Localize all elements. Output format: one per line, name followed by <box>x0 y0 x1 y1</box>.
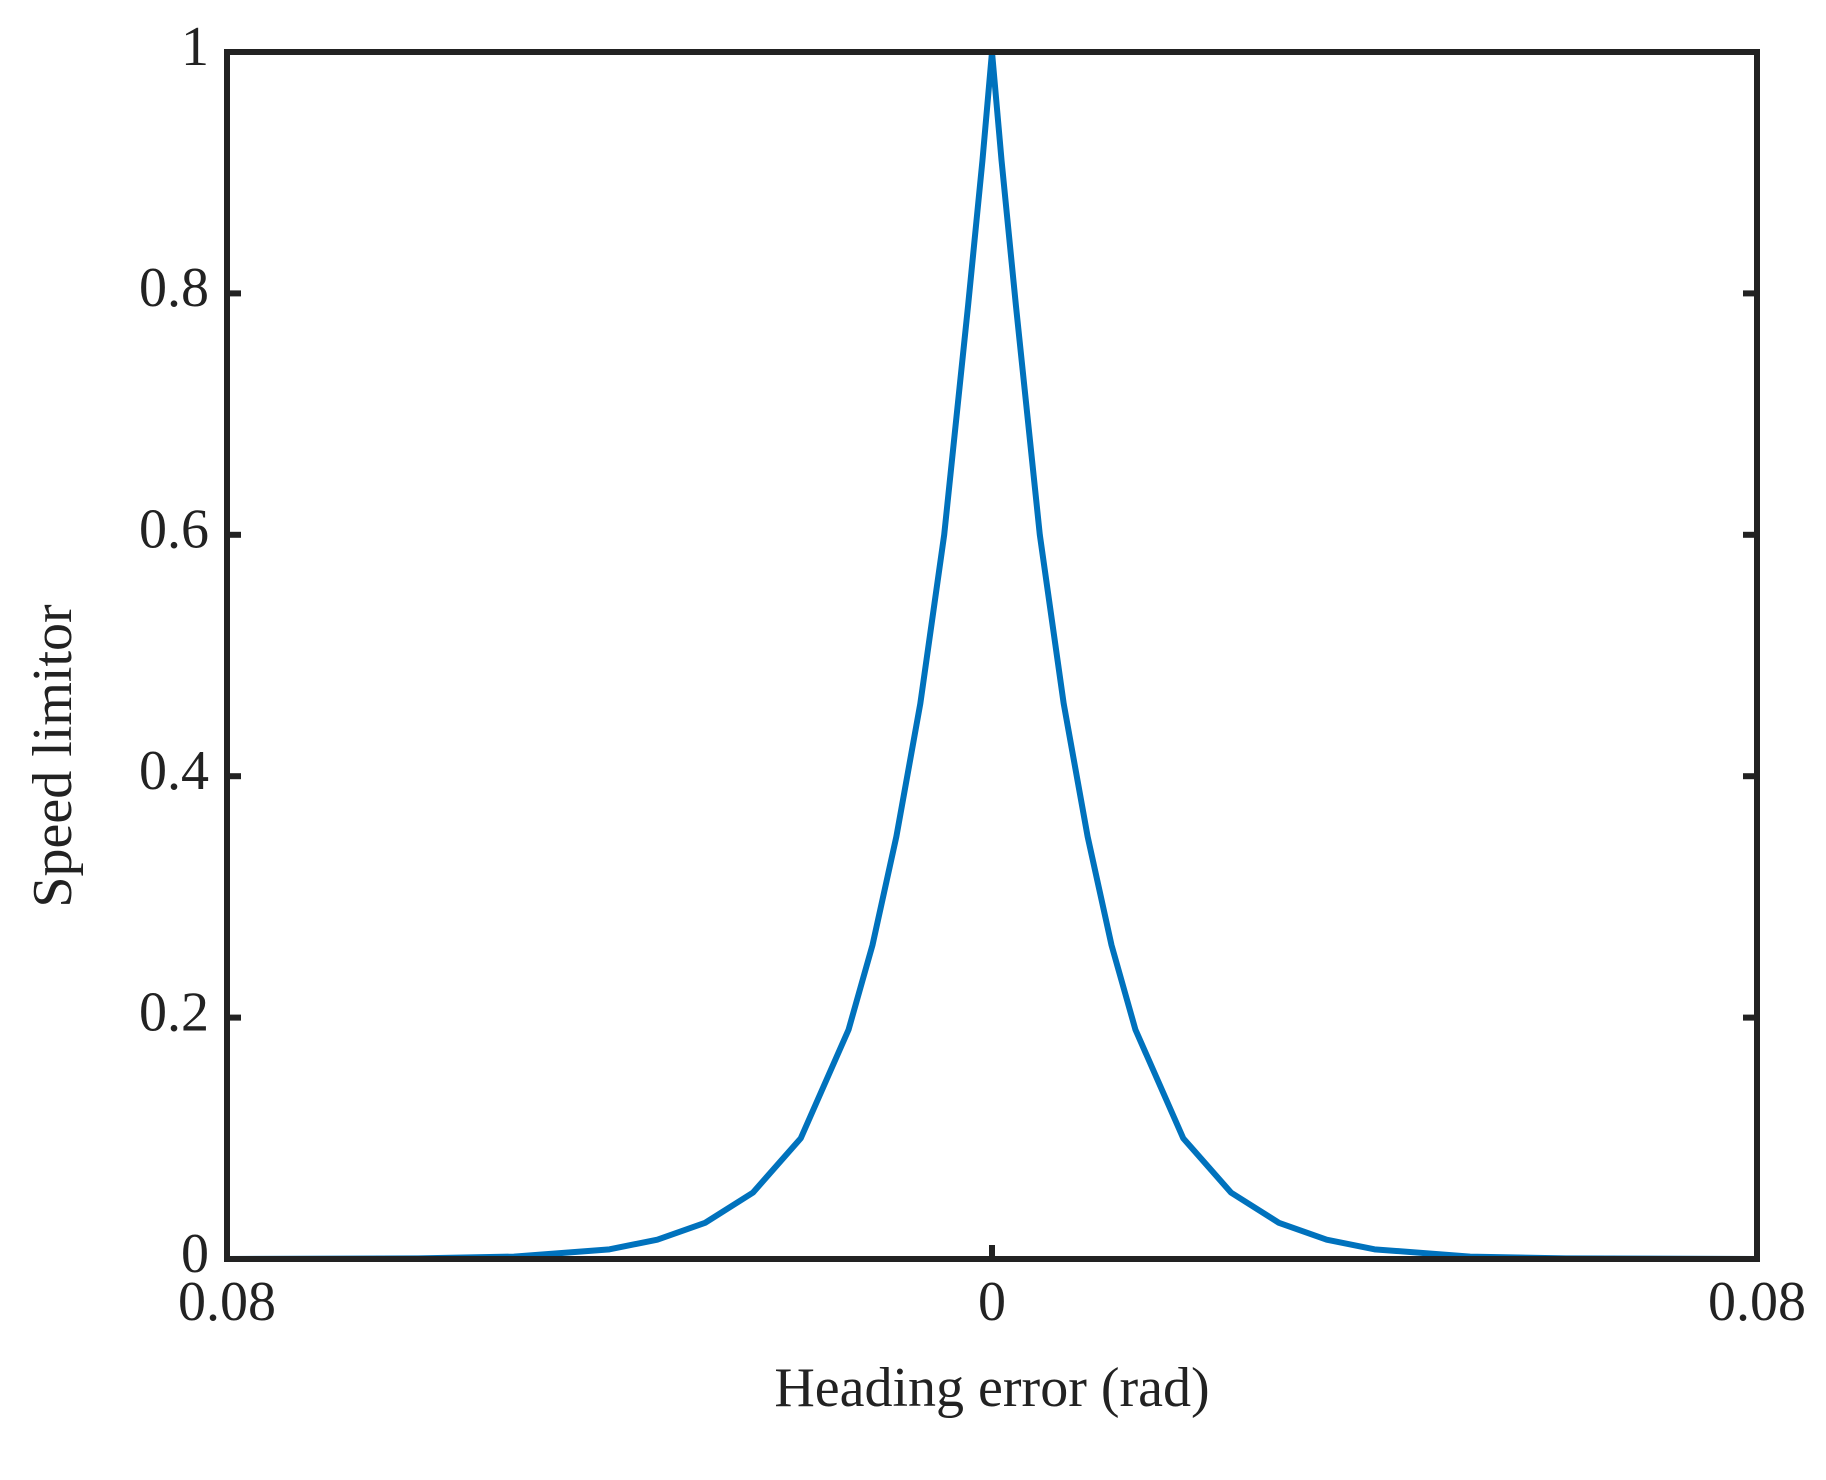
data-line <box>226 49 1758 1262</box>
y-axis-label: Speed limitor <box>22 604 84 908</box>
plot-frame <box>224 49 1760 1262</box>
y-tick-label: 0 <box>181 1223 209 1285</box>
x-tick-label: 0.08 <box>1708 1271 1806 1333</box>
y-tick-label: 0.6 <box>139 499 209 561</box>
x-axis-label: Heading error (rad) <box>774 1357 1209 1419</box>
y-tick-label: 0.8 <box>139 257 209 319</box>
y-tick-label: 1 <box>181 16 209 78</box>
y-tick-label: 0.4 <box>139 740 209 802</box>
x-tick-label: 0.08 <box>178 1271 276 1333</box>
y-tick-label: 0.2 <box>139 981 209 1043</box>
x-tick-label: 0 <box>978 1271 1006 1333</box>
